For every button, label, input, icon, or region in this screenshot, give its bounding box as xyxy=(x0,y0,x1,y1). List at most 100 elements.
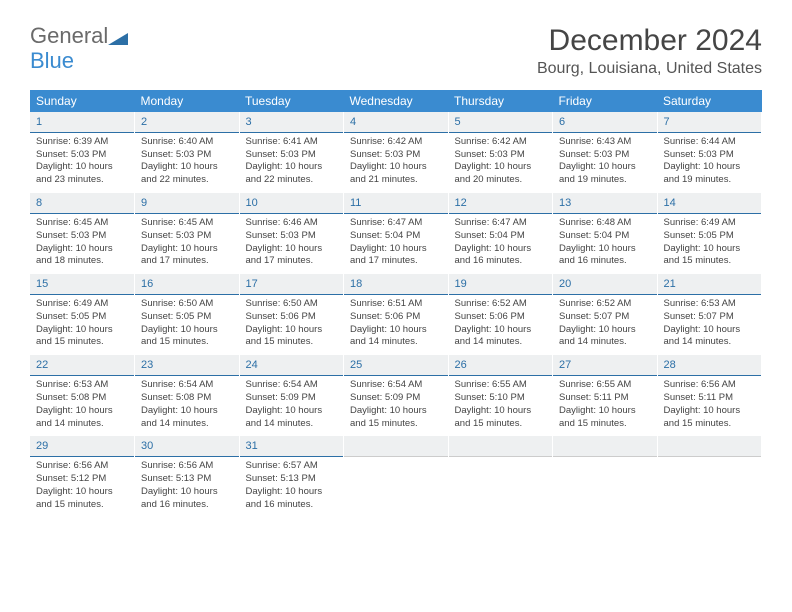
calendar-cell: 15Sunrise: 6:49 AMSunset: 5:05 PMDayligh… xyxy=(30,274,135,355)
calendar-week: 29Sunrise: 6:56 AMSunset: 5:12 PMDayligh… xyxy=(30,436,762,517)
sunset-line: Sunset: 5:12 PM xyxy=(36,473,128,486)
sunset-line: Sunset: 5:04 PM xyxy=(350,230,442,243)
daylight-line: Daylight: 10 hours and 15 minutes. xyxy=(664,243,756,269)
day-body: Sunrise: 6:48 AMSunset: 5:04 PMDaylight:… xyxy=(553,214,657,274)
sunset-line: Sunset: 5:06 PM xyxy=(455,311,547,324)
day-header: Tuesday xyxy=(239,90,344,112)
daylight-line: Daylight: 10 hours and 17 minutes. xyxy=(350,243,442,269)
sunrise-line: Sunrise: 6:47 AM xyxy=(455,217,547,230)
day-body: Sunrise: 6:47 AMSunset: 5:04 PMDaylight:… xyxy=(449,214,553,274)
sunrise-line: Sunrise: 6:56 AM xyxy=(664,379,756,392)
day-body xyxy=(553,457,657,503)
sunset-line: Sunset: 5:03 PM xyxy=(559,149,651,162)
sunrise-line: Sunrise: 6:40 AM xyxy=(141,136,233,149)
daylight-line: Daylight: 10 hours and 14 minutes. xyxy=(559,324,651,350)
sunrise-line: Sunrise: 6:55 AM xyxy=(455,379,547,392)
day-number: 2 xyxy=(135,112,239,133)
sunrise-line: Sunrise: 6:50 AM xyxy=(246,298,338,311)
day-body: Sunrise: 6:52 AMSunset: 5:07 PMDaylight:… xyxy=(553,295,657,355)
sunrise-line: Sunrise: 6:53 AM xyxy=(664,298,756,311)
day-number: 14 xyxy=(658,193,762,214)
day-header: Friday xyxy=(553,90,658,112)
day-number: 17 xyxy=(240,274,344,295)
calendar-cell: 1Sunrise: 6:39 AMSunset: 5:03 PMDaylight… xyxy=(30,112,135,193)
day-body: Sunrise: 6:57 AMSunset: 5:13 PMDaylight:… xyxy=(240,457,344,517)
day-body: Sunrise: 6:55 AMSunset: 5:11 PMDaylight:… xyxy=(553,376,657,436)
sunset-line: Sunset: 5:10 PM xyxy=(455,392,547,405)
calendar-cell: 11Sunrise: 6:47 AMSunset: 5:04 PMDayligh… xyxy=(344,193,449,274)
daylight-line: Daylight: 10 hours and 14 minutes. xyxy=(350,324,442,350)
day-body: Sunrise: 6:50 AMSunset: 5:06 PMDaylight:… xyxy=(240,295,344,355)
calendar-cell: 7Sunrise: 6:44 AMSunset: 5:03 PMDaylight… xyxy=(657,112,762,193)
daylight-line: Daylight: 10 hours and 17 minutes. xyxy=(246,243,338,269)
day-number: 13 xyxy=(553,193,657,214)
sunset-line: Sunset: 5:08 PM xyxy=(141,392,233,405)
day-body: Sunrise: 6:45 AMSunset: 5:03 PMDaylight:… xyxy=(30,214,134,274)
day-number xyxy=(449,436,553,457)
day-body: Sunrise: 6:47 AMSunset: 5:04 PMDaylight:… xyxy=(344,214,448,274)
day-number: 1 xyxy=(30,112,134,133)
day-number: 21 xyxy=(658,274,762,295)
daylight-line: Daylight: 10 hours and 22 minutes. xyxy=(141,161,233,187)
sunset-line: Sunset: 5:08 PM xyxy=(36,392,128,405)
sunset-line: Sunset: 5:04 PM xyxy=(455,230,547,243)
logo: General Blue xyxy=(30,24,128,72)
day-number xyxy=(658,436,762,457)
day-number: 12 xyxy=(449,193,553,214)
day-body: Sunrise: 6:54 AMSunset: 5:08 PMDaylight:… xyxy=(135,376,239,436)
daylight-line: Daylight: 10 hours and 15 minutes. xyxy=(141,324,233,350)
calendar-cell-empty xyxy=(448,436,553,517)
sunrise-line: Sunrise: 6:49 AM xyxy=(36,298,128,311)
location: Bourg, Louisiana, United States xyxy=(537,60,762,78)
calendar-cell: 5Sunrise: 6:42 AMSunset: 5:03 PMDaylight… xyxy=(448,112,553,193)
day-number: 11 xyxy=(344,193,448,214)
daylight-line: Daylight: 10 hours and 15 minutes. xyxy=(559,405,651,431)
calendar-week: 1Sunrise: 6:39 AMSunset: 5:03 PMDaylight… xyxy=(30,112,762,193)
day-body: Sunrise: 6:56 AMSunset: 5:12 PMDaylight:… xyxy=(30,457,134,517)
calendar-week: 15Sunrise: 6:49 AMSunset: 5:05 PMDayligh… xyxy=(30,274,762,355)
sunset-line: Sunset: 5:03 PM xyxy=(36,230,128,243)
daylight-line: Daylight: 10 hours and 20 minutes. xyxy=(455,161,547,187)
day-body: Sunrise: 6:43 AMSunset: 5:03 PMDaylight:… xyxy=(553,133,657,193)
sunrise-line: Sunrise: 6:57 AM xyxy=(246,460,338,473)
sunrise-line: Sunrise: 6:45 AM xyxy=(36,217,128,230)
calendar-cell: 21Sunrise: 6:53 AMSunset: 5:07 PMDayligh… xyxy=(657,274,762,355)
calendar-week: 22Sunrise: 6:53 AMSunset: 5:08 PMDayligh… xyxy=(30,355,762,436)
calendar-cell: 25Sunrise: 6:54 AMSunset: 5:09 PMDayligh… xyxy=(344,355,449,436)
calendar-body: 1Sunrise: 6:39 AMSunset: 5:03 PMDaylight… xyxy=(30,112,762,517)
calendar-cell: 17Sunrise: 6:50 AMSunset: 5:06 PMDayligh… xyxy=(239,274,344,355)
page-title: December 2024 xyxy=(537,24,762,58)
day-body xyxy=(658,457,762,503)
day-number: 5 xyxy=(449,112,553,133)
sunset-line: Sunset: 5:13 PM xyxy=(246,473,338,486)
day-number: 6 xyxy=(553,112,657,133)
calendar-cell: 9Sunrise: 6:45 AMSunset: 5:03 PMDaylight… xyxy=(135,193,240,274)
sunset-line: Sunset: 5:11 PM xyxy=(664,392,756,405)
day-number: 26 xyxy=(449,355,553,376)
calendar-cell: 28Sunrise: 6:56 AMSunset: 5:11 PMDayligh… xyxy=(657,355,762,436)
logo-general: General xyxy=(30,23,108,48)
daylight-line: Daylight: 10 hours and 23 minutes. xyxy=(36,161,128,187)
calendar-cell-empty xyxy=(553,436,658,517)
day-body: Sunrise: 6:51 AMSunset: 5:06 PMDaylight:… xyxy=(344,295,448,355)
day-number: 30 xyxy=(135,436,239,457)
day-body: Sunrise: 6:41 AMSunset: 5:03 PMDaylight:… xyxy=(240,133,344,193)
daylight-line: Daylight: 10 hours and 19 minutes. xyxy=(664,161,756,187)
sunrise-line: Sunrise: 6:41 AM xyxy=(246,136,338,149)
calendar-cell: 3Sunrise: 6:41 AMSunset: 5:03 PMDaylight… xyxy=(239,112,344,193)
calendar-cell: 23Sunrise: 6:54 AMSunset: 5:08 PMDayligh… xyxy=(135,355,240,436)
day-number: 25 xyxy=(344,355,448,376)
sunrise-line: Sunrise: 6:47 AM xyxy=(350,217,442,230)
calendar-cell: 13Sunrise: 6:48 AMSunset: 5:04 PMDayligh… xyxy=(553,193,658,274)
calendar-cell: 18Sunrise: 6:51 AMSunset: 5:06 PMDayligh… xyxy=(344,274,449,355)
day-body: Sunrise: 6:55 AMSunset: 5:10 PMDaylight:… xyxy=(449,376,553,436)
sunset-line: Sunset: 5:11 PM xyxy=(559,392,651,405)
sunrise-line: Sunrise: 6:43 AM xyxy=(559,136,651,149)
sunrise-line: Sunrise: 6:45 AM xyxy=(141,217,233,230)
sunset-line: Sunset: 5:03 PM xyxy=(664,149,756,162)
logo-triangle-icon xyxy=(108,26,128,49)
day-body: Sunrise: 6:56 AMSunset: 5:13 PMDaylight:… xyxy=(135,457,239,517)
day-number: 3 xyxy=(240,112,344,133)
daylight-line: Daylight: 10 hours and 16 minutes. xyxy=(246,486,338,512)
day-number: 29 xyxy=(30,436,134,457)
